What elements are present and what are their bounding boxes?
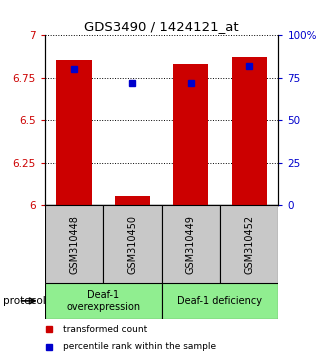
Bar <box>103 205 162 283</box>
Text: Deaf-1
overexpression: Deaf-1 overexpression <box>66 290 140 312</box>
Text: Deaf-1 deficiency: Deaf-1 deficiency <box>178 296 262 306</box>
Bar <box>162 283 278 319</box>
Bar <box>173 64 208 205</box>
Bar <box>115 196 150 205</box>
Text: GSM310448: GSM310448 <box>69 215 79 274</box>
Text: GSM310452: GSM310452 <box>244 215 254 274</box>
Bar <box>45 283 162 319</box>
Text: GSM310450: GSM310450 <box>127 215 137 274</box>
Text: percentile rank within the sample: percentile rank within the sample <box>63 342 217 352</box>
Bar <box>220 205 278 283</box>
Text: GSM310449: GSM310449 <box>186 215 196 274</box>
Title: GDS3490 / 1424121_at: GDS3490 / 1424121_at <box>84 20 239 33</box>
Bar <box>57 60 92 205</box>
Text: protocol: protocol <box>3 296 46 306</box>
Text: transformed count: transformed count <box>63 325 148 334</box>
Bar <box>45 205 103 283</box>
Bar <box>232 57 267 205</box>
Bar <box>162 205 220 283</box>
